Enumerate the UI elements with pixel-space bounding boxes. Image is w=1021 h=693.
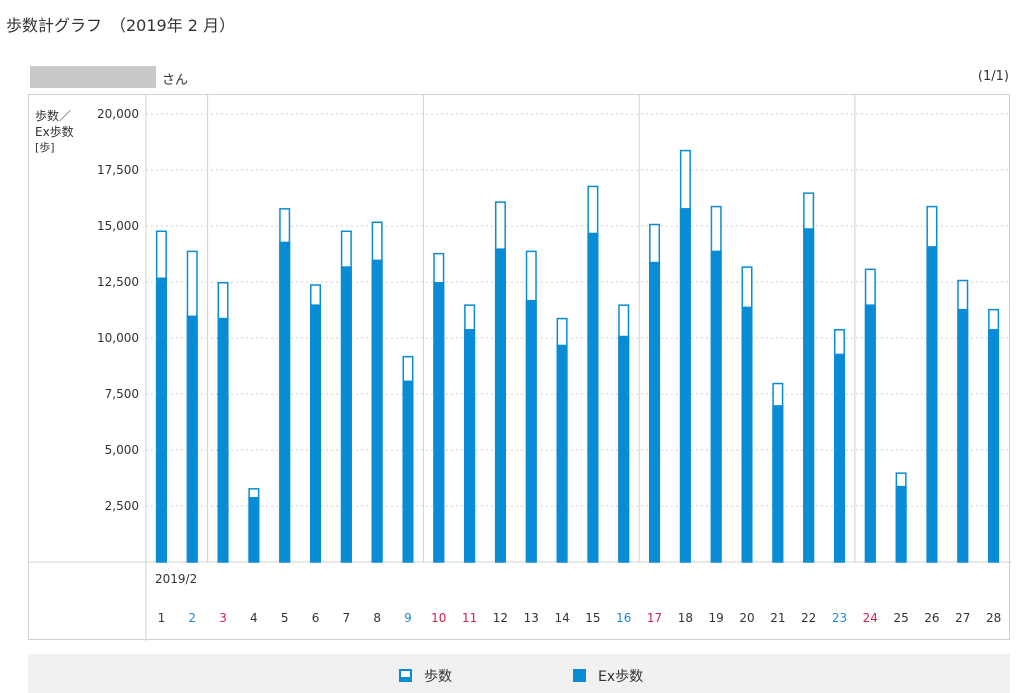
ex-steps-bar bbox=[833, 353, 845, 562]
ex-steps-bar bbox=[340, 266, 352, 562]
y-axis-unit: [歩] bbox=[35, 140, 55, 154]
x-tick-label: 1 bbox=[158, 611, 166, 625]
y-tick-label: 12,500 bbox=[97, 275, 139, 289]
legend-item-ex-steps: Ex歩数 bbox=[573, 666, 643, 686]
x-tick-label: 24 bbox=[863, 611, 878, 625]
y-tick-label: 7,500 bbox=[105, 387, 139, 401]
ex-steps-bar bbox=[957, 308, 969, 562]
y-axis-label-line1: 歩数／ bbox=[35, 108, 71, 123]
ex-steps-bar bbox=[618, 335, 630, 562]
ex-steps-bar bbox=[402, 380, 414, 562]
y-tick-label: 2,500 bbox=[105, 499, 139, 513]
ex-steps-bar bbox=[988, 329, 1000, 562]
x-tick-label: 21 bbox=[770, 611, 785, 625]
x-tick-label: 28 bbox=[986, 611, 1001, 625]
x-tick-label: 11 bbox=[462, 611, 477, 625]
x-tick-label: 22 bbox=[801, 611, 816, 625]
x-tick-label: 16 bbox=[616, 611, 631, 625]
chart-frame: 歩数／ Ex歩数 [歩] 2019/2 2,500 5,000 7,500 10,00… bbox=[28, 94, 1011, 641]
y-tick-label: 15,000 bbox=[97, 219, 139, 233]
y-tick-label: 17,500 bbox=[97, 163, 139, 177]
ex-steps-bar bbox=[310, 304, 322, 562]
x-tick-label: 18 bbox=[678, 611, 693, 625]
step-chart: 歩数／ Ex歩数 [歩] 2019/2 2,500 5,000 7,500 10,00… bbox=[29, 95, 1011, 641]
user-name-suffix: さん bbox=[162, 73, 189, 88]
y-tick-label: 10,000 bbox=[97, 331, 139, 345]
ex-steps-bar bbox=[433, 282, 445, 562]
legend-item-steps: 歩数 bbox=[399, 666, 452, 686]
ex-steps-swatch-icon bbox=[573, 669, 586, 682]
ex-steps-bar bbox=[186, 315, 198, 562]
x-tick-label: 6 bbox=[312, 611, 320, 625]
ex-steps-bar bbox=[525, 299, 537, 562]
ex-steps-bar bbox=[248, 497, 260, 562]
y-axis-label-line2: Ex歩数 bbox=[35, 124, 74, 139]
ex-steps-bar bbox=[155, 277, 167, 562]
steps-swatch-icon bbox=[399, 669, 412, 682]
x-tick-label: 13 bbox=[524, 611, 539, 625]
chart-legend: 歩数 Ex歩数 bbox=[28, 654, 1010, 693]
ex-steps-bar bbox=[710, 250, 722, 562]
x-tick-label: 5 bbox=[281, 611, 289, 625]
ex-steps-bar bbox=[772, 405, 784, 562]
ex-steps-bar bbox=[803, 228, 815, 563]
x-tick-label: 3 bbox=[219, 611, 227, 625]
ex-steps-bar bbox=[587, 232, 599, 562]
user-row: さん (1/1) bbox=[30, 66, 1011, 88]
x-tick-label: 7 bbox=[343, 611, 351, 625]
ex-steps-bar bbox=[464, 329, 476, 562]
ex-steps-bar bbox=[371, 259, 383, 562]
x-tick-label: 23 bbox=[832, 611, 847, 625]
x-tick-label: 8 bbox=[373, 611, 381, 625]
x-tick-label: 9 bbox=[404, 611, 412, 625]
ex-steps-bar bbox=[649, 261, 661, 562]
y-tick-label: 20,000 bbox=[97, 107, 139, 121]
ex-steps-bar bbox=[895, 485, 907, 562]
x-tick-label: 10 bbox=[431, 611, 446, 625]
ex-steps-bar bbox=[864, 304, 876, 562]
x-tick-label: 15 bbox=[585, 611, 600, 625]
ex-steps-bar bbox=[279, 241, 291, 562]
ex-steps-bar bbox=[217, 317, 229, 562]
ex-steps-bar bbox=[741, 306, 753, 562]
ex-steps-bar bbox=[556, 344, 568, 562]
page-title: 歩数計グラフ （2019年 2 月） bbox=[6, 16, 236, 35]
x-tick-label: 12 bbox=[493, 611, 508, 625]
legend-label-steps: 歩数 bbox=[424, 669, 452, 685]
x-tick-label: 17 bbox=[647, 611, 662, 625]
x-tick-label: 14 bbox=[554, 611, 569, 625]
x-tick-label: 27 bbox=[955, 611, 970, 625]
x-tick-label: 19 bbox=[709, 611, 724, 625]
ex-steps-bar bbox=[494, 248, 506, 562]
user-name-redacted bbox=[30, 66, 156, 88]
x-tick-label: 4 bbox=[250, 611, 258, 625]
x-axis-month-label: 2019/2 bbox=[155, 572, 197, 586]
y-tick-label: 5,000 bbox=[105, 443, 139, 457]
ex-steps-bar bbox=[679, 208, 691, 562]
page-counter: (1/1) bbox=[977, 69, 1009, 84]
x-tick-label: 20 bbox=[739, 611, 754, 625]
ex-steps-bar bbox=[926, 246, 938, 562]
x-tick-label: 2 bbox=[188, 611, 196, 625]
x-tick-label: 25 bbox=[893, 611, 908, 625]
x-tick-label: 26 bbox=[924, 611, 939, 625]
legend-label-ex-steps: Ex歩数 bbox=[598, 669, 644, 685]
